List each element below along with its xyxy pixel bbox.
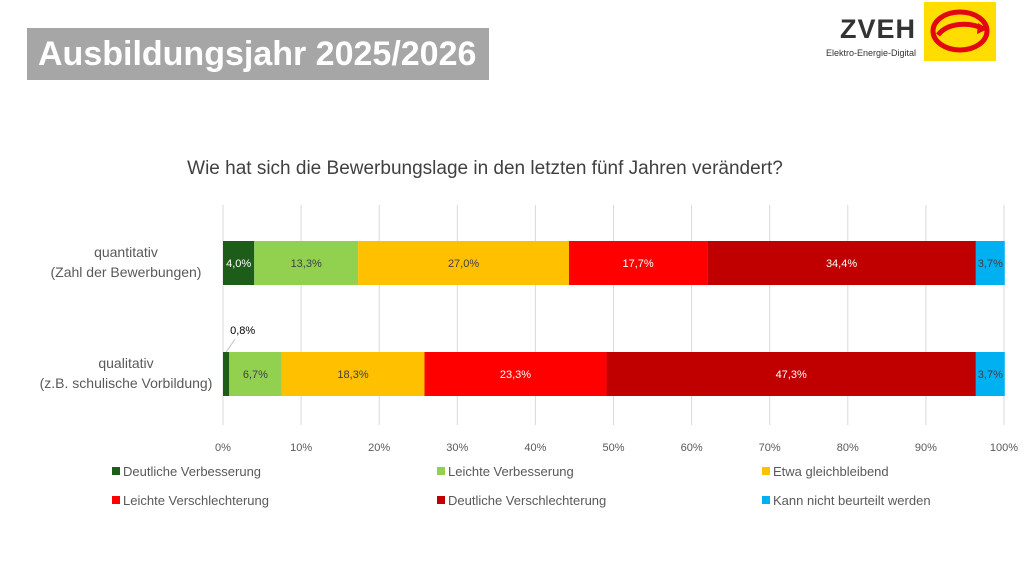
leader-line — [225, 338, 236, 353]
legend-swatch — [437, 496, 445, 504]
legend-swatch — [762, 467, 770, 475]
data-label: 6,7% — [243, 369, 268, 381]
legend-label: Etwa gleichbleibend — [773, 464, 889, 479]
data-label: 4,0% — [226, 258, 251, 270]
data-label: 34,4% — [826, 258, 857, 270]
chart-title: Wie hat sich die Bewerbungslage in den l… — [187, 158, 783, 179]
logo-name: ZVEH — [839, 14, 916, 44]
x-tick-label: 50% — [602, 442, 624, 454]
legend-label: Deutliche Verschlechterung — [448, 493, 606, 508]
bar-segment — [568, 241, 708, 285]
x-tick-label: 40% — [524, 442, 546, 454]
bar-segment — [358, 241, 569, 285]
data-label: 0,8% — [230, 325, 255, 337]
data-label: 18,3% — [337, 369, 368, 381]
legend-label: Deutliche Verbesserung — [123, 464, 261, 479]
x-tick-label: 100% — [990, 442, 1018, 454]
x-tick-label: 90% — [915, 442, 937, 454]
legend-swatch — [112, 496, 120, 504]
bar-segment — [424, 352, 607, 396]
bar-segment — [223, 241, 255, 285]
category-label: quantitativ — [94, 244, 158, 260]
legend-label: Leichte Verbesserung — [448, 464, 574, 479]
legend-label: Leichte Verschlechterung — [123, 493, 269, 508]
data-label: 17,7% — [622, 258, 653, 270]
x-tick-label: 60% — [681, 442, 703, 454]
x-tick-label: 0% — [215, 442, 231, 454]
bar-segment — [606, 352, 976, 396]
category-label: qualitativ — [98, 355, 153, 371]
data-label: 23,3% — [500, 369, 531, 381]
bar-segment — [707, 241, 976, 285]
bar-segment — [254, 241, 359, 285]
data-label: 3,7% — [978, 369, 1003, 381]
x-tick-label: 30% — [446, 442, 468, 454]
legend-swatch — [112, 467, 120, 475]
zveh-logo-icon — [924, 2, 996, 61]
legend-swatch — [762, 496, 770, 504]
category-label: (Zahl der Bewerbungen) — [51, 264, 202, 280]
legend-swatch — [437, 467, 445, 475]
slide-title: Ausbildungsjahr 2025/2026 — [27, 28, 489, 80]
logo-tagline: Elektro-Energie-Digital — [825, 48, 916, 58]
bar-segment — [975, 241, 1005, 285]
bar-segment — [229, 352, 282, 396]
bar-segment — [975, 352, 1005, 396]
x-tick-label: 20% — [368, 442, 390, 454]
bar-segment — [223, 352, 230, 396]
bar-segment — [281, 352, 425, 396]
data-label: 27,0% — [448, 258, 479, 270]
legend-label: Kann nicht beurteilt werden — [773, 493, 931, 508]
data-label: 13,3% — [291, 258, 322, 270]
x-tick-label: 10% — [290, 442, 312, 454]
x-tick-label: 70% — [759, 442, 781, 454]
data-label: 3,7% — [978, 258, 1003, 270]
x-tick-label: 80% — [837, 442, 859, 454]
category-label: (z.B. schulische Vorbildung) — [40, 375, 213, 391]
data-label: 47,3% — [776, 369, 807, 381]
